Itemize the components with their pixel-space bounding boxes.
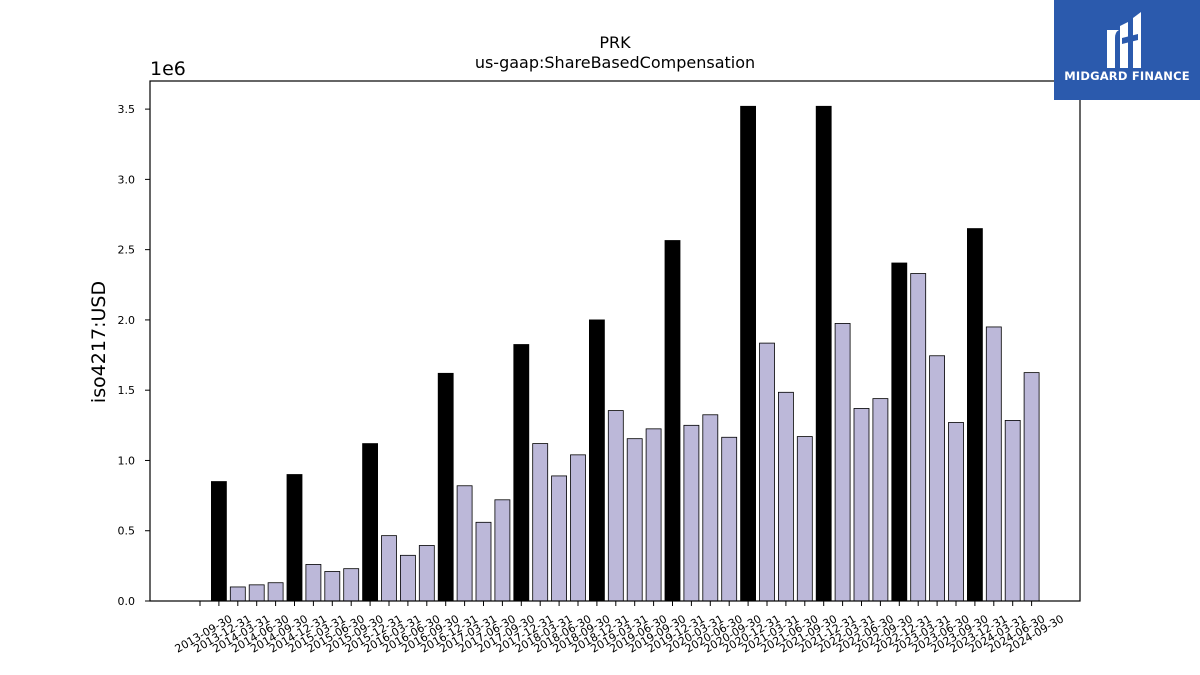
y-tick-label: 1.0 xyxy=(118,454,136,467)
bar xyxy=(267,582,284,602)
bar xyxy=(910,273,927,602)
bar xyxy=(456,485,473,602)
bar xyxy=(589,319,605,602)
bar xyxy=(570,454,586,602)
bar xyxy=(418,545,435,602)
y-tick-label: 0.5 xyxy=(118,525,136,538)
bar xyxy=(967,228,983,602)
bar xyxy=(551,475,567,602)
x-ticks-group: 2013-09-302013-12-312014-03-312014-06-30… xyxy=(173,601,1066,656)
bar xyxy=(324,571,341,602)
bars-group xyxy=(210,105,1040,602)
bar xyxy=(1023,372,1040,602)
bar xyxy=(834,323,851,602)
bar xyxy=(437,372,454,602)
y-tick-label: 2.0 xyxy=(118,314,136,327)
bar xyxy=(759,342,775,602)
bar xyxy=(778,391,794,602)
y-axis-label: iso4217:USD xyxy=(88,281,110,403)
brand-logo: MIDGARD FINANCE xyxy=(1054,0,1200,100)
bar xyxy=(362,443,379,602)
bar xyxy=(740,105,756,602)
bar xyxy=(796,436,813,602)
bar xyxy=(343,568,360,602)
bar xyxy=(683,424,700,602)
bar xyxy=(872,398,889,602)
chart-subtitle: us-gaap:ShareBasedCompensation xyxy=(475,53,755,72)
y-tick-label: 0.0 xyxy=(118,595,136,608)
bar xyxy=(305,564,322,602)
bar xyxy=(891,262,908,602)
bar xyxy=(929,355,945,602)
bar xyxy=(475,521,492,602)
bar xyxy=(664,240,681,602)
bar xyxy=(229,586,246,602)
y-tick-label: 2.5 xyxy=(118,244,136,257)
bar xyxy=(1004,420,1021,602)
bar xyxy=(399,554,416,602)
y-tick-label: 1.5 xyxy=(118,384,136,397)
bar xyxy=(532,443,549,602)
bar xyxy=(702,414,719,602)
bar xyxy=(948,422,964,602)
bar xyxy=(626,438,643,602)
plot-frame xyxy=(149,80,1081,602)
bar xyxy=(494,499,511,602)
y-tick-label: 3.0 xyxy=(118,173,136,186)
bar xyxy=(645,428,662,602)
bar xyxy=(210,481,227,602)
y-tick-label: 3.5 xyxy=(118,103,136,116)
bar xyxy=(853,408,870,602)
logo-text: MIDGARD FINANCE xyxy=(1064,69,1190,83)
y-ticks-group: 0.0 0.5 1.0 1.5 2.0 2.5 3.0 3.5 xyxy=(118,103,150,608)
y-scale-label: 1e6 xyxy=(150,58,186,80)
bar xyxy=(248,584,265,602)
bar xyxy=(985,326,1002,602)
bar xyxy=(513,344,530,602)
logo-mark-icon xyxy=(1107,12,1141,68)
bar xyxy=(815,105,832,602)
bar xyxy=(721,436,738,602)
bar xyxy=(607,410,624,602)
bar xyxy=(286,474,303,602)
chart-title: PRK xyxy=(599,33,631,52)
bar xyxy=(381,535,397,602)
